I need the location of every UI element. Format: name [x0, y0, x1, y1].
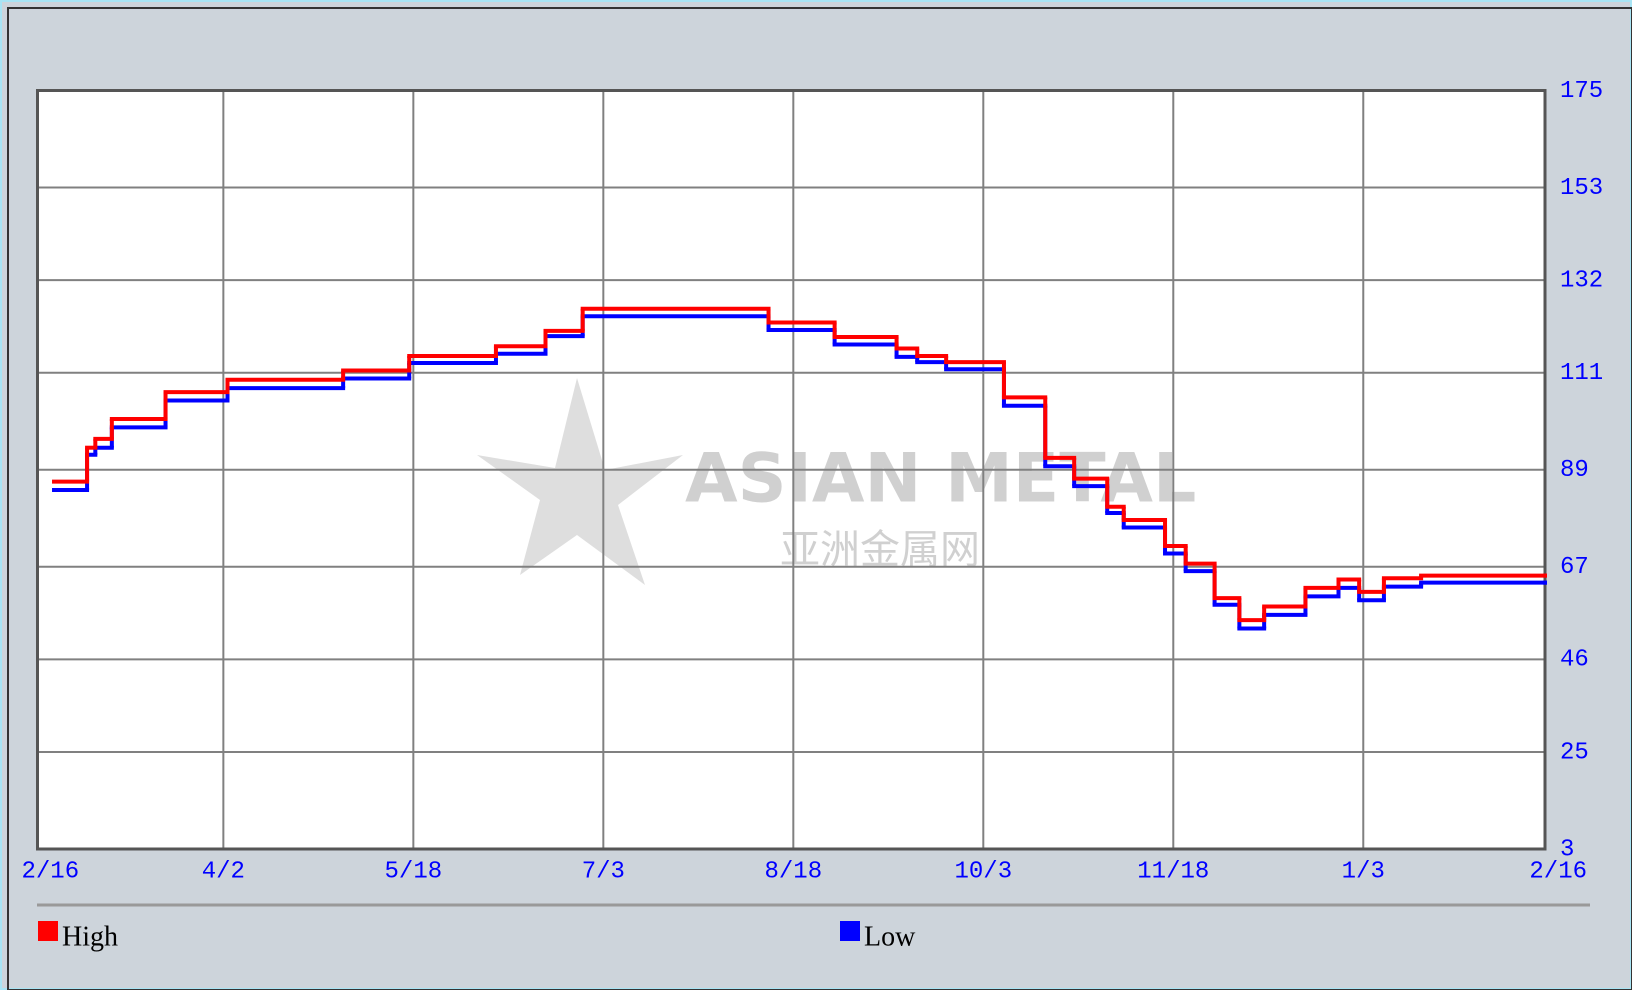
- plot-border: [36, 89, 1547, 851]
- y-tick-label: 67: [1560, 554, 1589, 581]
- watermark-sub: 亚洲金属网: [780, 527, 980, 573]
- y-tick-label: 132: [1560, 267, 1603, 294]
- x-tick-label: 2/16: [22, 858, 80, 885]
- legend-swatch: [840, 921, 860, 941]
- inner-frame: [7, 7, 1632, 990]
- y-tick-label: 153: [1560, 175, 1603, 202]
- y-tick-label: 175: [1560, 78, 1603, 105]
- x-tick-label: 10/3: [954, 858, 1012, 885]
- x-tick-label: 5/18: [385, 858, 443, 885]
- y-tick-label: 3: [1560, 836, 1574, 863]
- x-tick-label: 4/2: [202, 858, 245, 885]
- y-tick-label: 89: [1560, 457, 1589, 484]
- legend-swatch: [38, 921, 58, 941]
- x-tick-label: 2/16: [1529, 858, 1587, 885]
- legend-label: Low: [864, 921, 916, 952]
- x-tick-label: 1/3: [1342, 858, 1385, 885]
- x-tick-label: 8/18: [765, 858, 823, 885]
- y-tick-label: 111: [1560, 360, 1603, 387]
- watermark-star: [477, 378, 683, 585]
- watermark-logo: [477, 378, 683, 585]
- legend-label: High: [62, 921, 118, 952]
- y-tick-label: 46: [1560, 647, 1589, 674]
- x-tick-label: 11/18: [1137, 858, 1209, 885]
- x-tick-label: 7/3: [582, 858, 625, 885]
- y-tick-label: 25: [1560, 739, 1589, 766]
